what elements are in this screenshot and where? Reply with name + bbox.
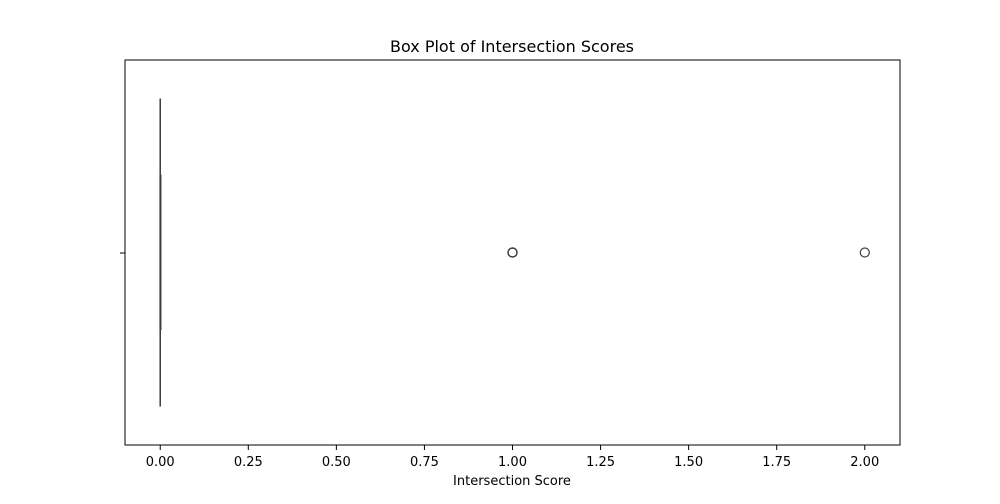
- outlier-point: [507, 247, 518, 258]
- x-tick-label: 1.00: [498, 455, 527, 470]
- plot-area: [159, 98, 870, 407]
- x-tick-label: 0.75: [410, 455, 439, 470]
- x-axis-label: Intersection Score: [453, 474, 571, 489]
- outlier-point: [859, 247, 870, 258]
- x-tick-label: 1.50: [674, 455, 703, 470]
- x-tick-label: 0.00: [146, 455, 175, 470]
- x-tick-label: 0.50: [322, 455, 351, 470]
- x-axis: 0.00 0.25 0.50 0.75 1.00 1.25 1.50 1.75 2.00: [146, 445, 879, 470]
- x-tick-label: 0.25: [234, 455, 263, 470]
- chart-title: Box Plot of Intersection Scores: [390, 37, 634, 56]
- x-tick-label: 2.00: [850, 455, 879, 470]
- x-tick-label: 1.25: [586, 455, 615, 470]
- x-tick-label: 1.75: [762, 455, 791, 470]
